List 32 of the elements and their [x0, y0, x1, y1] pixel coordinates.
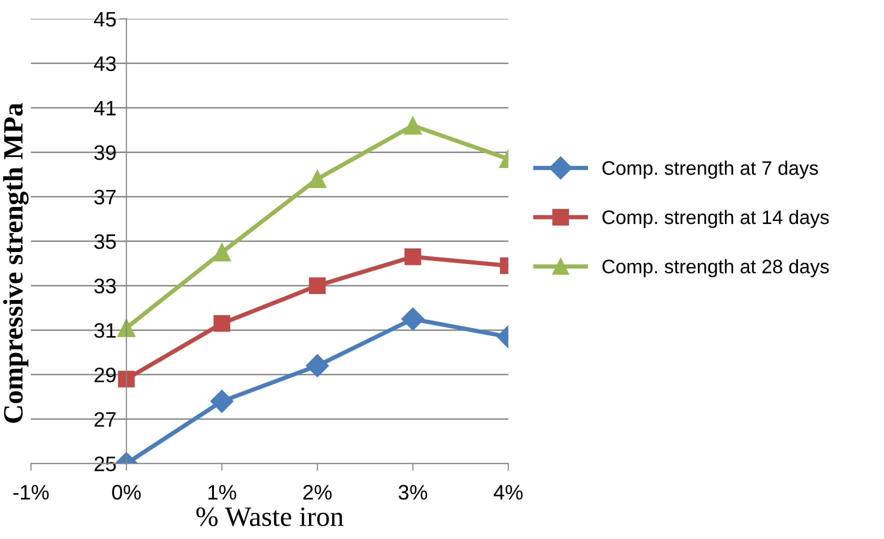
point [212, 243, 231, 262]
y-tick-label: 43 [94, 56, 116, 72]
point [309, 277, 326, 294]
point [404, 116, 422, 135]
point [308, 170, 326, 188]
point [118, 370, 135, 388]
legend-label: Comp. strength at 28 days [602, 259, 829, 278]
y-tick-label: 35 [94, 234, 116, 249]
y-tick-label: 31 [94, 323, 116, 338]
x-tick-label: -1% [13, 485, 49, 500]
x-tick-label: 2% [303, 484, 332, 500]
legend-label: Comp. strength at 7 days [602, 160, 818, 179]
point [404, 248, 422, 266]
point [306, 354, 329, 378]
x-tick-label: 1% [208, 485, 236, 500]
y-tick-label: 27 [94, 412, 116, 427]
x-axis-title: % Waste iron [196, 507, 344, 526]
y-tick-label: 41 [94, 101, 116, 116]
point [401, 308, 424, 331]
y-tick-label: 33 [94, 278, 116, 294]
y-tick-label: 29 [94, 368, 116, 382]
point [210, 390, 234, 413]
point [117, 318, 136, 337]
y-tick-label: 37 [94, 190, 116, 204]
x-tick-label: 4% [494, 485, 523, 500]
x-tick-label: 3% [398, 484, 428, 500]
y-tick-label: 45 [94, 12, 116, 27]
y-axis-title: Compressive strength MPa [3, 103, 29, 423]
legend-label: Comp. strength at 14 days [602, 210, 829, 228]
x-tick-label: 0% [112, 484, 141, 500]
y-tick-label: 39 [94, 145, 116, 160]
point [214, 315, 230, 332]
